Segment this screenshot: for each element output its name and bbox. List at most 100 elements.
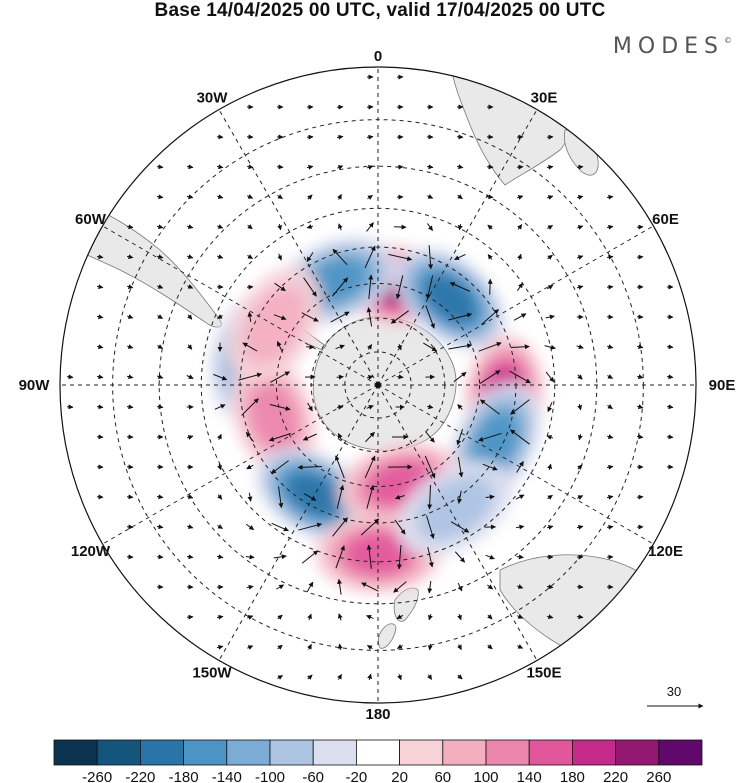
wind-vector <box>449 282 471 292</box>
longitude-label: 30W <box>197 89 229 106</box>
wind-vector <box>157 374 164 379</box>
wind-vector <box>365 431 375 443</box>
wind-vector <box>96 284 104 290</box>
wind-vector <box>487 224 493 230</box>
wind-vector <box>217 463 222 471</box>
wind-vector <box>301 312 319 322</box>
wind-vector <box>247 645 254 650</box>
wind-vector <box>366 222 374 232</box>
colorbar-swatch <box>183 739 228 766</box>
wind-vector <box>457 223 463 231</box>
wind-vector <box>367 673 373 681</box>
wind-vector <box>246 164 254 170</box>
colorbar-swatch <box>355 739 400 766</box>
wind-vector <box>427 643 433 651</box>
wind-vector <box>606 194 614 200</box>
wind-vectors <box>66 74 674 681</box>
wind-vector <box>606 434 614 439</box>
wind-vector <box>126 284 134 290</box>
wind-vector <box>330 311 350 323</box>
wind-vector <box>216 164 224 170</box>
south-pole-marker <box>375 382 381 388</box>
wind-vector <box>216 314 223 319</box>
wind-vector <box>301 550 319 564</box>
new-zealand-south-land <box>377 623 397 649</box>
wind-vector <box>331 277 349 297</box>
wind-vector <box>156 224 164 230</box>
wind-vector <box>428 245 434 270</box>
wind-vector <box>606 224 614 230</box>
wind-vector <box>367 194 373 200</box>
wind-vector <box>456 429 464 446</box>
colorbar-tick-label: 100 <box>473 769 498 783</box>
wind-vector <box>666 344 674 350</box>
wind-vector <box>337 578 342 595</box>
wind-vector <box>366 544 372 569</box>
wind-vector <box>216 554 224 560</box>
wind-vector <box>216 194 224 199</box>
wind-vector <box>516 195 524 200</box>
wind-vector <box>307 402 313 412</box>
wind-vector <box>517 224 523 230</box>
wind-vector <box>396 614 404 620</box>
anomaly-contour <box>249 381 299 452</box>
wind-vector <box>367 344 373 350</box>
wind-vector <box>636 344 644 350</box>
wind-vector <box>216 134 224 140</box>
wind-vector <box>545 314 555 320</box>
wind-vector <box>485 554 495 560</box>
wind-vector <box>66 374 74 380</box>
wind-vector <box>576 284 584 290</box>
colorbar-tick-label: -20 <box>346 769 368 783</box>
wind-vector <box>456 164 464 170</box>
reference-vector: 30 <box>647 684 704 709</box>
meridian-line <box>218 384 379 661</box>
wind-vector <box>157 284 164 289</box>
longitude-label: 90W <box>19 377 51 394</box>
wind-vector <box>428 613 433 621</box>
wind-vector <box>426 164 434 170</box>
wind-vector <box>96 434 104 440</box>
wind-vector <box>366 307 373 327</box>
wind-vector <box>156 494 164 500</box>
wind-vector <box>186 435 194 440</box>
wind-vector <box>478 342 502 352</box>
wind-vector <box>607 404 613 410</box>
wind-vector <box>606 494 614 500</box>
wind-vector <box>454 253 466 261</box>
wind-vector <box>364 245 376 269</box>
anomaly-contour <box>242 285 307 365</box>
wind-vector <box>274 282 286 292</box>
meridian-line <box>377 225 654 386</box>
wind-vector <box>156 524 164 530</box>
wind-vector <box>336 134 344 140</box>
wind-vector <box>453 371 467 383</box>
wind-vector <box>96 404 104 410</box>
wind-vector <box>126 494 134 500</box>
colorbar-swatch <box>485 739 530 766</box>
wind-vector <box>187 494 194 499</box>
wind-vector <box>337 193 342 200</box>
wind-vector <box>516 164 524 170</box>
wind-vector <box>606 464 614 470</box>
wind-vector <box>186 224 194 230</box>
wind-vector <box>126 254 134 260</box>
wind-vector <box>546 584 554 590</box>
wind-vector <box>576 614 584 620</box>
meridian-line <box>377 384 654 545</box>
wind-vector <box>487 614 493 620</box>
wind-vector <box>337 613 343 621</box>
meridian-line <box>377 109 538 386</box>
wind-vector <box>513 313 527 321</box>
colorbar-tick-label: -140 <box>212 769 242 783</box>
wind-vector <box>303 493 317 501</box>
wind-vector <box>247 492 253 502</box>
wind-vector <box>577 374 583 380</box>
wind-vector <box>364 455 376 479</box>
wind-vector <box>516 524 525 530</box>
wind-vector <box>213 373 228 381</box>
map-boundary <box>59 66 697 704</box>
wind-vector <box>306 224 314 229</box>
wind-vector <box>666 434 674 440</box>
wind-vector <box>214 404 226 410</box>
